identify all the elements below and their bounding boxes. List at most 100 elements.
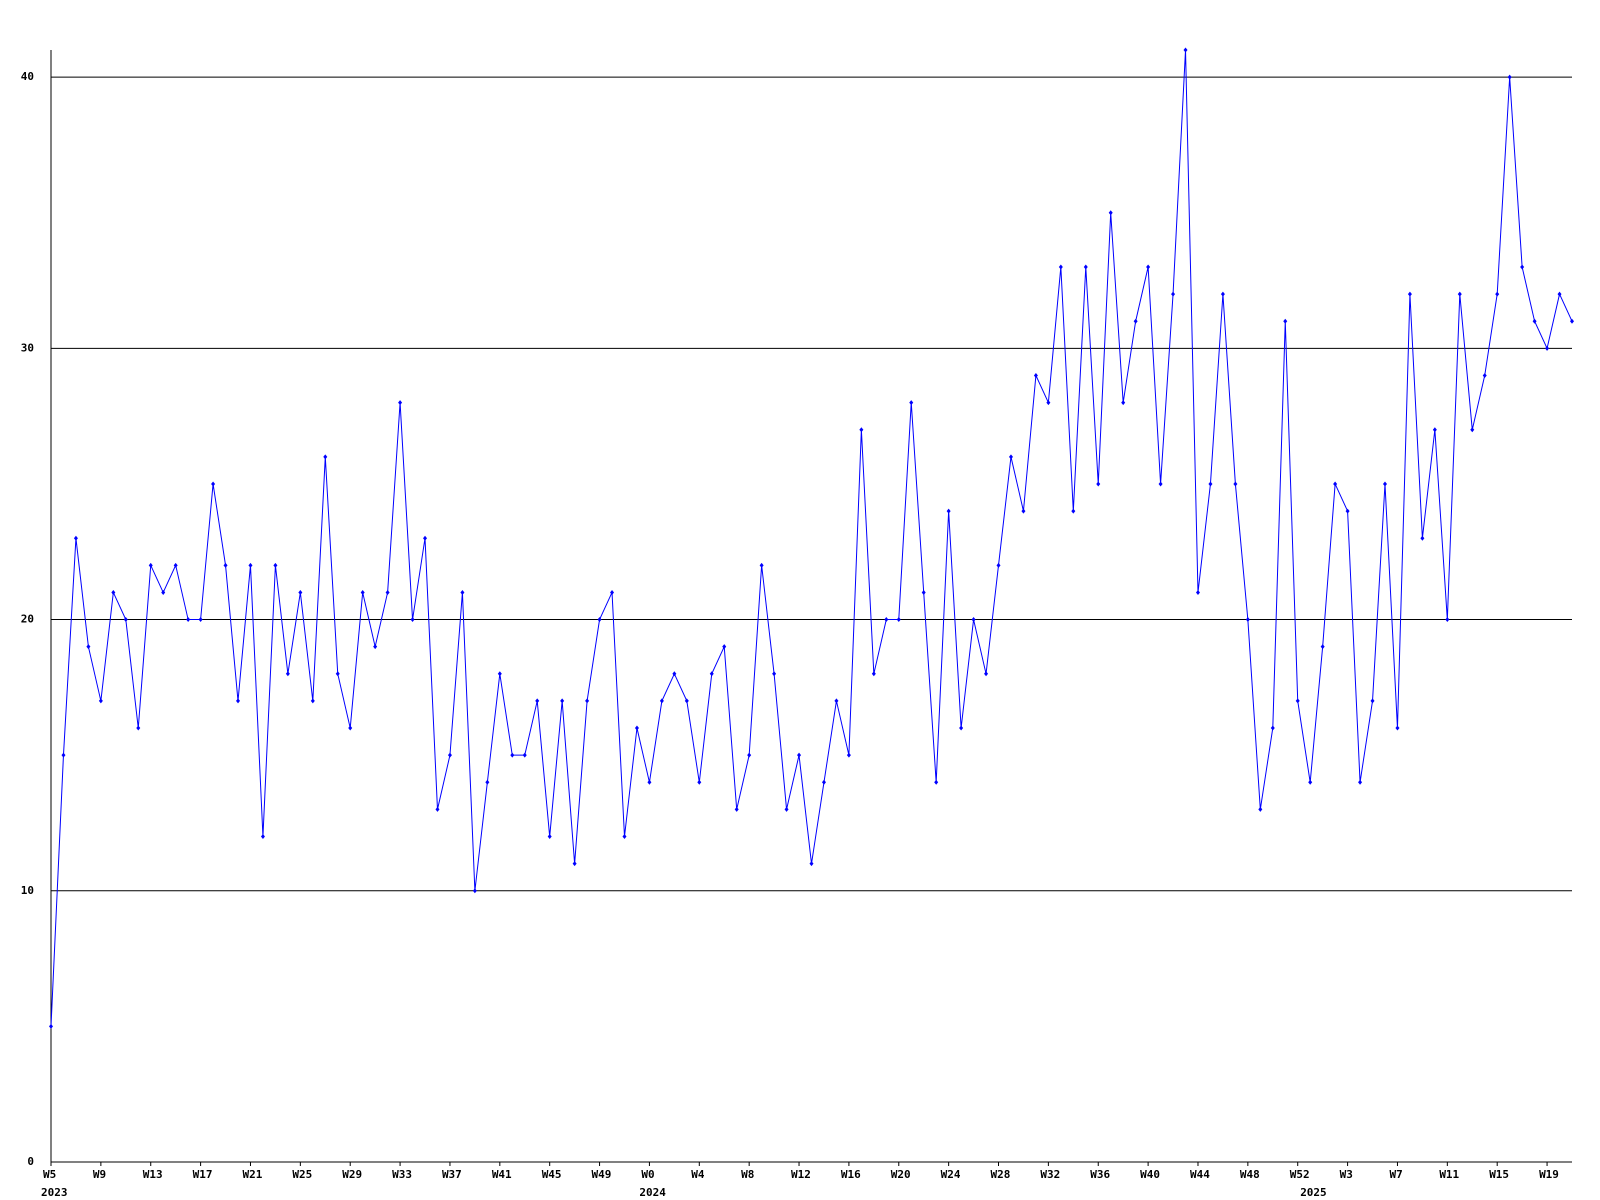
y-tick-label: 40 <box>21 70 34 83</box>
data-point <box>1270 725 1275 731</box>
data-point <box>161 589 166 595</box>
data-point <box>959 725 964 731</box>
data-point <box>821 779 826 785</box>
x-tick-label: W44 <box>1190 1168 1210 1181</box>
data-point <box>859 427 864 433</box>
x-tick-label: W4 <box>691 1168 705 1181</box>
data-point <box>759 562 764 568</box>
data-point <box>971 617 976 623</box>
data-point <box>797 752 802 758</box>
data-point <box>111 589 116 595</box>
x-tick-label: W29 <box>342 1168 362 1181</box>
data-point <box>472 888 477 894</box>
data-point <box>1395 725 1400 731</box>
x-tick-label: W49 <box>592 1168 612 1181</box>
year-label: 2023 <box>41 1186 68 1199</box>
data-point <box>398 400 403 406</box>
data-point <box>1308 779 1313 785</box>
year-label: 2025 <box>1300 1186 1327 1199</box>
data-point <box>834 698 839 704</box>
data-point <box>1345 508 1350 514</box>
x-tick-label: W7 <box>1389 1168 1402 1181</box>
data-point <box>485 779 490 785</box>
data-point <box>298 589 303 595</box>
data-point <box>1033 372 1038 378</box>
data-point <box>1133 318 1138 324</box>
data-point <box>684 698 689 704</box>
data-point <box>946 508 951 514</box>
data-point <box>510 752 515 758</box>
data-point <box>1108 210 1113 216</box>
data-point <box>522 752 527 758</box>
data-point <box>260 834 265 840</box>
data-point <box>1457 291 1462 297</box>
data-point <box>1420 535 1425 541</box>
data-point <box>1532 318 1537 324</box>
data-point <box>1520 264 1525 270</box>
data-point <box>1183 47 1188 53</box>
x-tick-label: W3 <box>1340 1168 1353 1181</box>
x-tick-label: W19 <box>1539 1168 1559 1181</box>
data-point <box>73 535 78 541</box>
data-point <box>647 779 652 785</box>
data-point <box>186 617 191 623</box>
data-point <box>634 725 639 731</box>
data-point <box>585 698 590 704</box>
data-point <box>285 671 290 677</box>
data-point <box>173 562 178 568</box>
data-point <box>1083 264 1088 270</box>
data-point <box>1545 345 1550 351</box>
data-point <box>1233 481 1238 487</box>
data-point <box>934 779 939 785</box>
data-point <box>846 752 851 758</box>
data-point <box>310 698 315 704</box>
data-point <box>1432 427 1437 433</box>
x-tick-label: W8 <box>741 1168 754 1181</box>
data-point <box>1195 589 1200 595</box>
x-tick-label: W12 <box>791 1168 811 1181</box>
data-point <box>198 617 203 623</box>
data-point <box>236 698 241 704</box>
data-point <box>423 535 428 541</box>
data-point <box>1445 617 1450 623</box>
data-point <box>1507 74 1512 80</box>
x-tick-label: W33 <box>392 1168 412 1181</box>
x-tick-label: W24 <box>941 1168 961 1181</box>
data-point <box>1071 508 1076 514</box>
data-point <box>1370 698 1375 704</box>
data-point <box>447 752 452 758</box>
data-point <box>136 725 141 731</box>
x-tick-label: W25 <box>292 1168 312 1181</box>
x-tick-label: W16 <box>841 1168 861 1181</box>
data-point <box>497 671 502 677</box>
data-point <box>1220 291 1225 297</box>
data-point <box>385 589 390 595</box>
data-point <box>1245 617 1250 623</box>
x-tick-label: W21 <box>242 1168 262 1181</box>
x-tick-label: W20 <box>891 1168 911 1181</box>
x-tick-label: W37 <box>442 1168 462 1181</box>
data-point <box>1570 318 1574 324</box>
x-tick-label: W13 <box>143 1168 163 1181</box>
data-point <box>909 400 914 406</box>
data-point <box>984 671 989 677</box>
data-point <box>223 562 228 568</box>
x-tick-label: W40 <box>1140 1168 1160 1181</box>
x-tick-label: W5 <box>43 1168 56 1181</box>
data-point <box>1407 291 1412 297</box>
x-tick-label: W32 <box>1040 1168 1060 1181</box>
data-point <box>211 481 216 487</box>
data-point <box>784 806 789 812</box>
data-point <box>1146 264 1151 270</box>
data-point <box>273 562 278 568</box>
data-point <box>1470 427 1475 433</box>
data-point <box>597 617 602 623</box>
data-point <box>996 562 1001 568</box>
data-point <box>1382 481 1387 487</box>
data-point <box>622 834 627 840</box>
x-tick-label: W17 <box>193 1168 213 1181</box>
data-point <box>672 671 677 677</box>
data-point <box>323 454 328 460</box>
x-tick-label: W36 <box>1090 1168 1110 1181</box>
